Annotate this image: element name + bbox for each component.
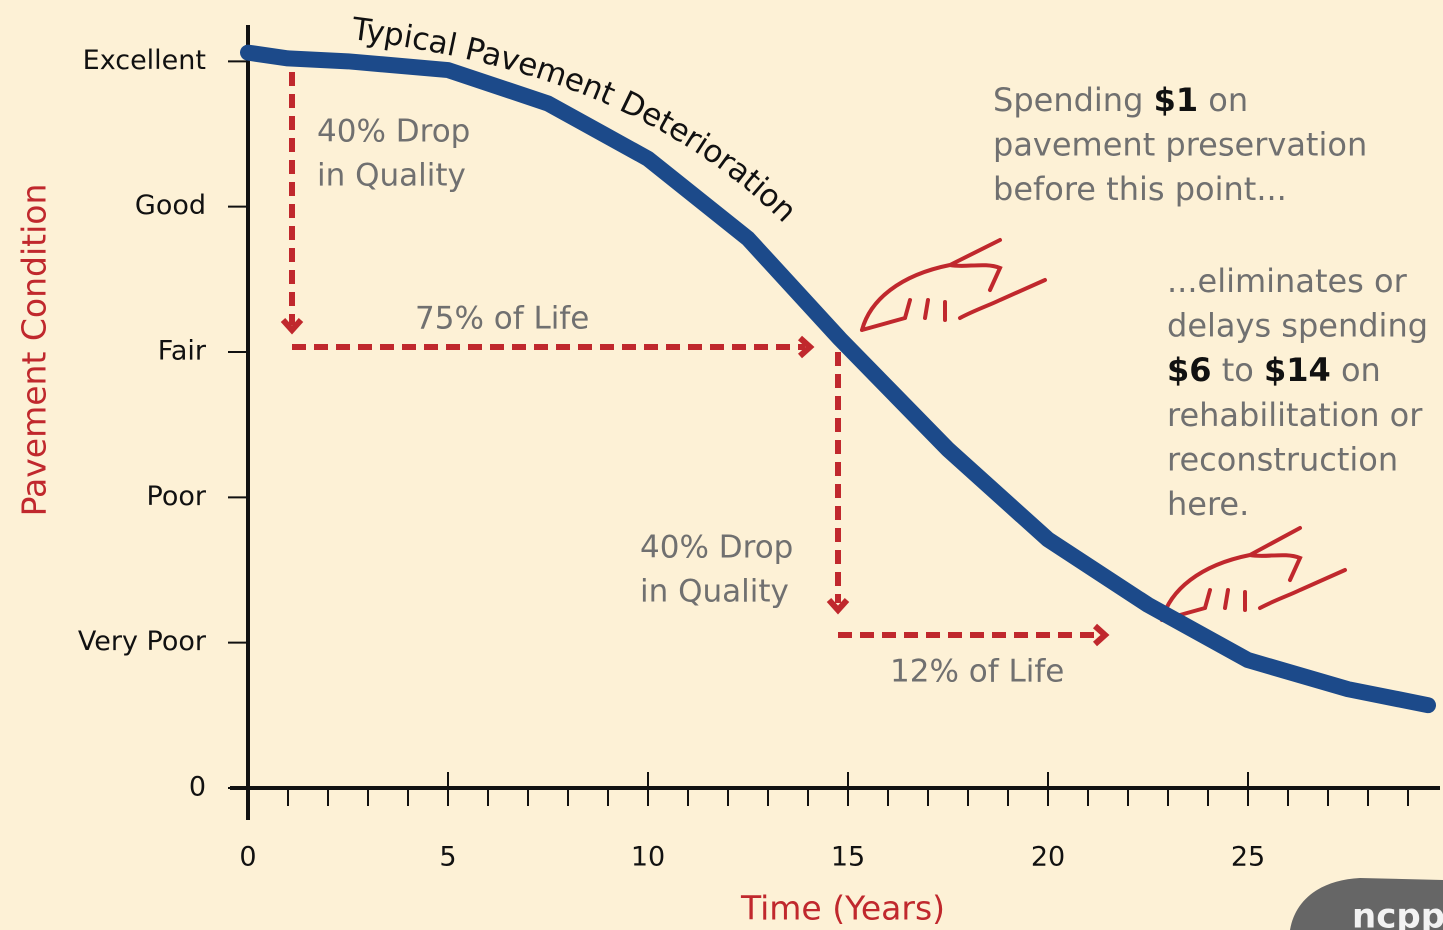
x-axis-title: Time (Years) — [740, 889, 945, 928]
callout-line: delays spending — [1167, 307, 1428, 345]
y-axis-title: Pavement Condition — [15, 184, 54, 517]
callout-line: pavement preservation — [993, 126, 1367, 164]
arrows — [280, 72, 1110, 647]
callout-line: reconstruction — [1167, 440, 1398, 478]
arrow-head — [797, 335, 815, 359]
annotation: in Quality — [317, 158, 466, 194]
annotation: 40% Drop — [317, 114, 470, 150]
y-tick-label: Poor — [147, 481, 207, 512]
annotation: in Quality — [640, 574, 789, 610]
callout-text: rehabilitation or — [1167, 396, 1423, 434]
x-tick-label: 15 — [831, 842, 865, 873]
callout-text: $1 — [1154, 81, 1199, 119]
callout-text: before this point... — [993, 170, 1287, 208]
x-tick-label: 10 — [631, 842, 665, 873]
hand — [860, 238, 1047, 332]
x-tick-label: 5 — [439, 842, 456, 873]
y-tick-label: 0 — [189, 772, 206, 803]
pointing-hands — [860, 238, 1347, 622]
callout-text: $6 — [1167, 351, 1212, 389]
arrow-head — [280, 317, 304, 335]
x-tick-label: 20 — [1031, 842, 1065, 873]
annotation: 12% of Life — [890, 654, 1064, 690]
callout-line: here. — [1167, 485, 1249, 523]
callout-text: on — [1208, 81, 1248, 119]
callout-text: reconstruction — [1167, 440, 1398, 478]
x-tick-label: 0 — [239, 842, 256, 873]
callout-text: pavement preservation — [993, 126, 1367, 164]
y-tick-label: Very Poor — [78, 626, 207, 657]
x-tick-label: 25 — [1231, 842, 1265, 873]
arrow-head — [1092, 623, 1110, 647]
callout-line: rehabilitation or — [1167, 396, 1423, 434]
callout-text: delays spending — [1167, 307, 1428, 345]
deterioration-curve — [240, 44, 1436, 714]
callout-line: Spending $1 on — [993, 81, 1248, 119]
y-tick-label: Fair — [158, 336, 207, 367]
annotation: 40% Drop — [640, 530, 793, 566]
logo-shape — [1290, 878, 1443, 930]
callout-text: ...eliminates or — [1167, 262, 1408, 300]
callout-text: here. — [1167, 485, 1249, 523]
callout-text: to — [1222, 351, 1254, 389]
callout-line: ...eliminates or — [1167, 262, 1408, 300]
callout-text: Spending — [993, 81, 1143, 119]
logo-text: ncpp — [1352, 897, 1443, 930]
arrow-head — [826, 597, 850, 615]
y-tick-label: Excellent — [83, 45, 206, 76]
logo: ncpp — [1290, 878, 1443, 930]
y-tick-label: Good — [135, 190, 206, 221]
annotation: 75% of Life — [415, 301, 589, 337]
callout-line: before this point... — [993, 170, 1287, 208]
callout-text: $14 — [1264, 351, 1331, 389]
callout-line: $6 to $14 on — [1167, 351, 1381, 389]
callout-text: on — [1341, 351, 1381, 389]
hand — [1160, 526, 1347, 622]
